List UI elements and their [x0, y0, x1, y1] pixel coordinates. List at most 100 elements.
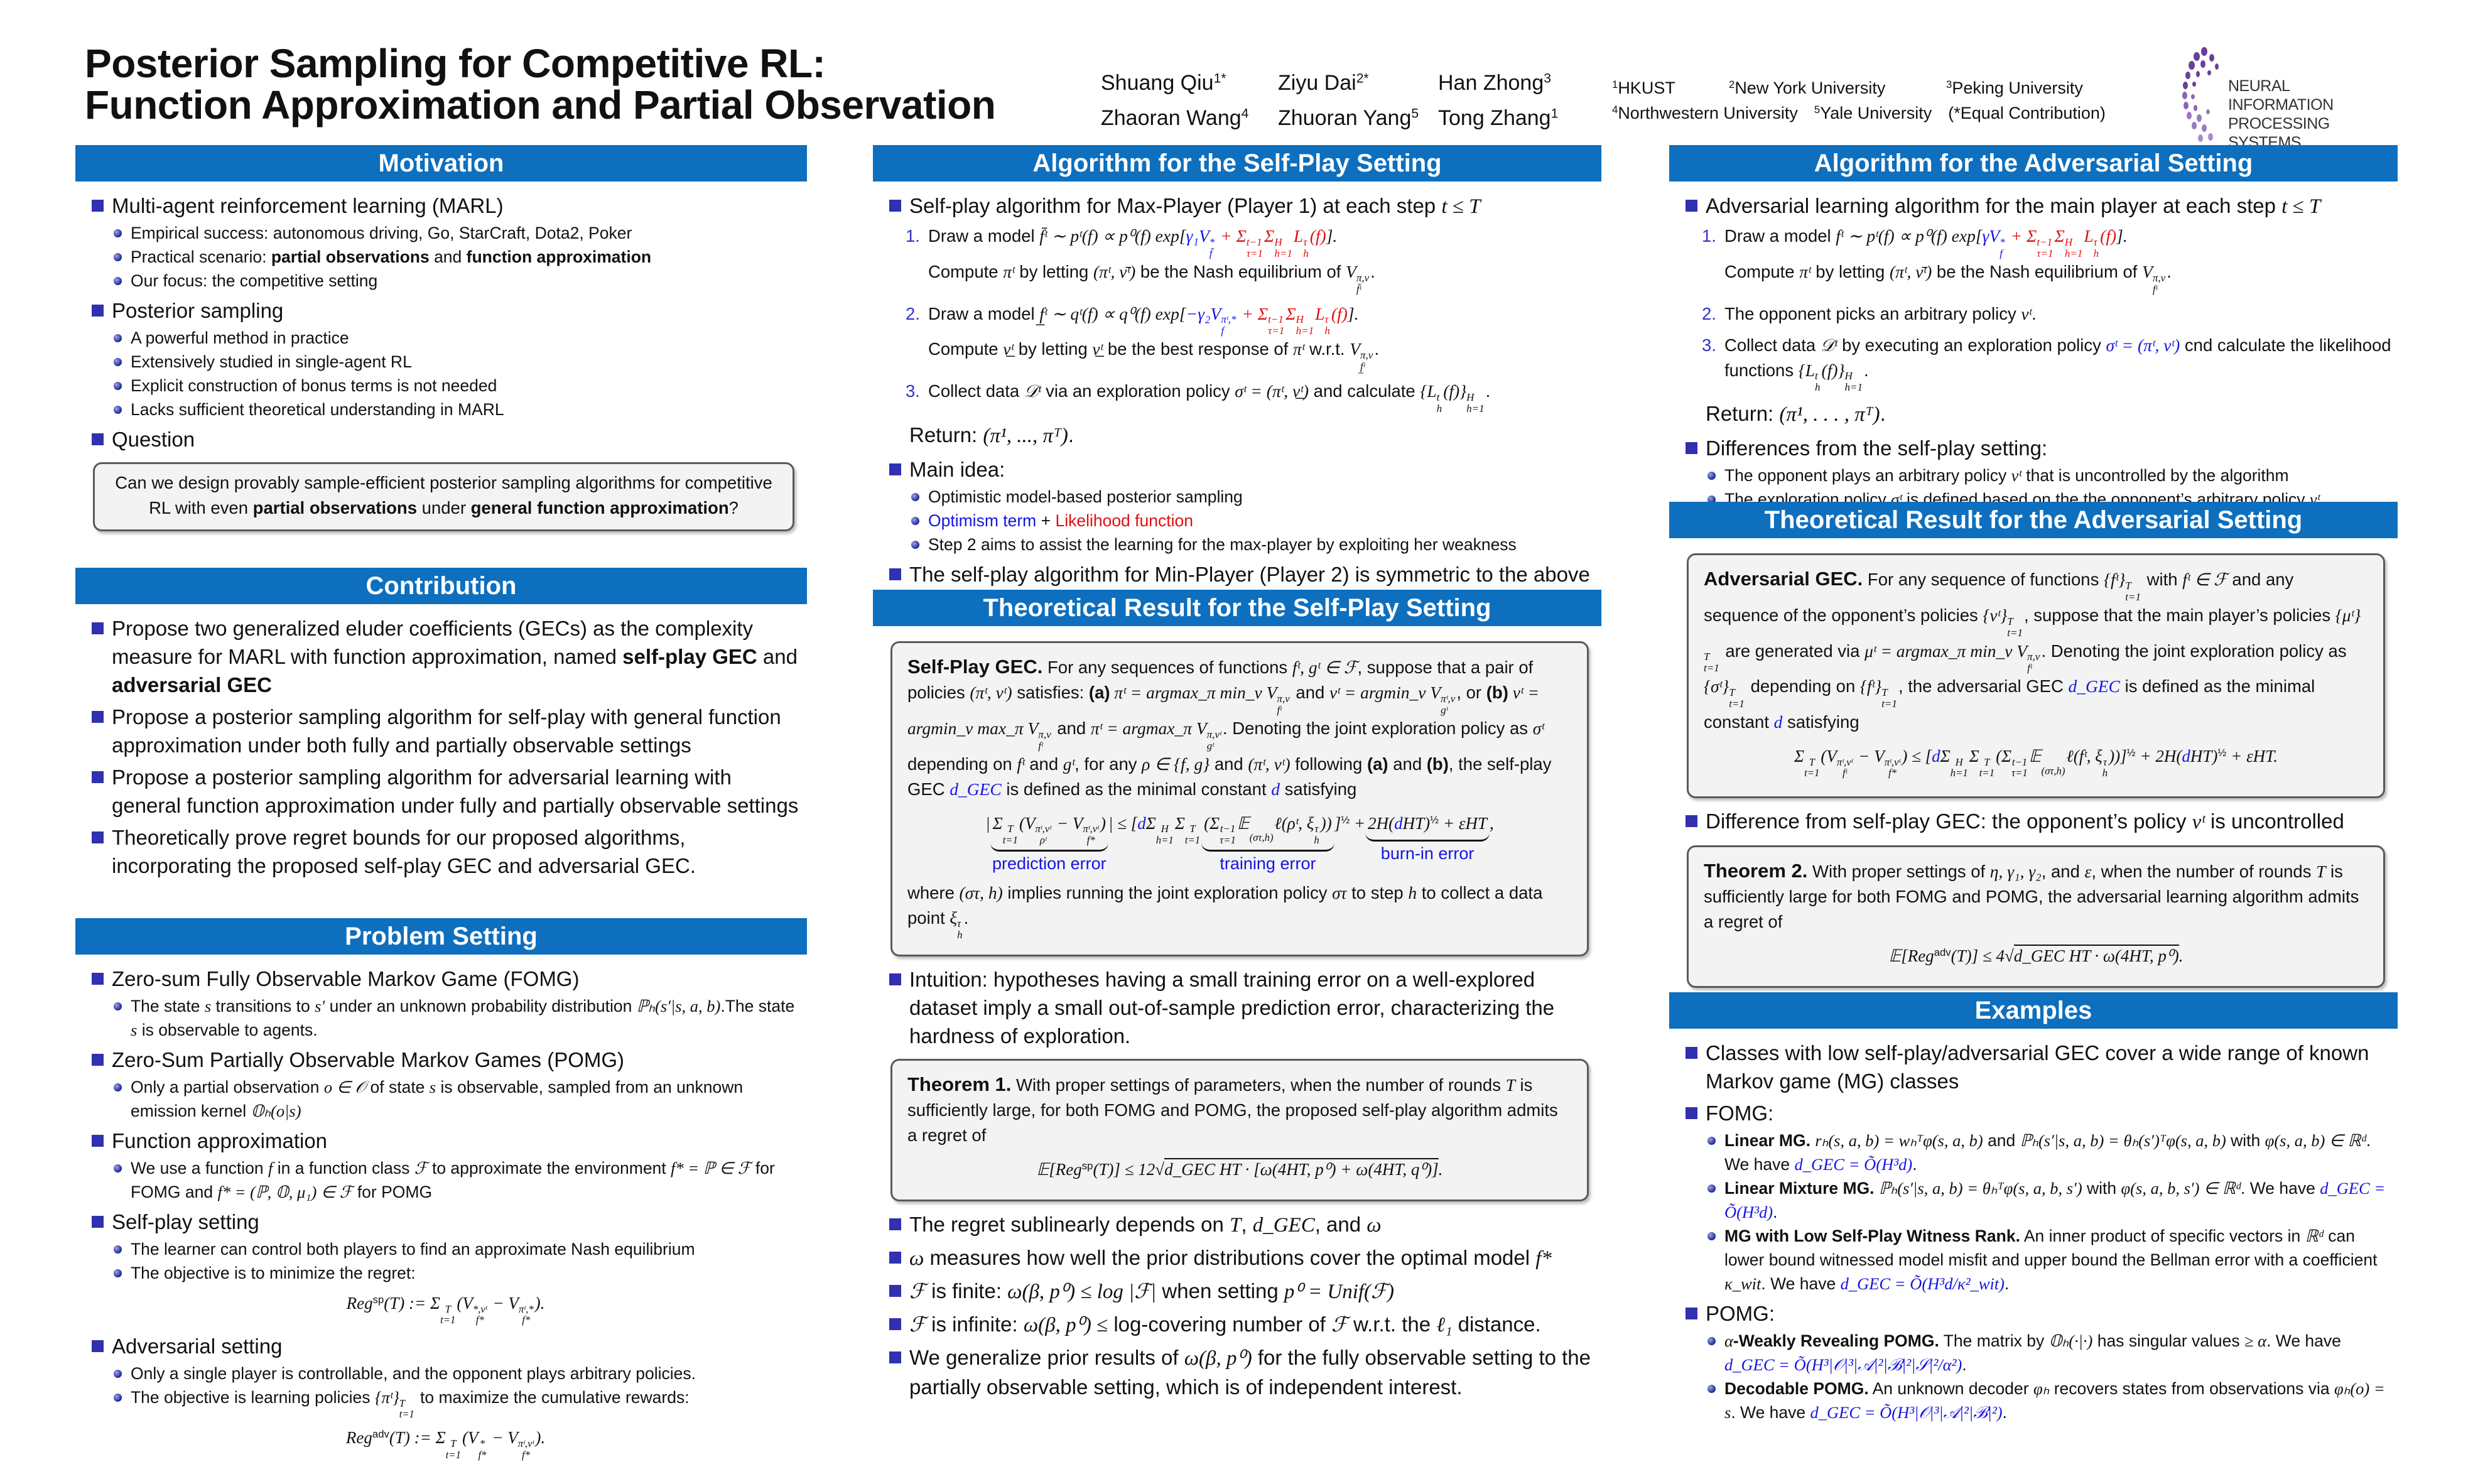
math: d_GEC HT · [ω(4HT, p⁰) + ω(4HT, q⁰)] — [1164, 1158, 1439, 1179]
text-segment: .The state — [720, 997, 795, 1016]
bullet-item: Zero-sum Fully Observable Markov Game (F… — [90, 965, 801, 1042]
superscript: * — [1209, 236, 1215, 248]
section-header: Algorithm for the Self-Play Setting — [873, 145, 1601, 181]
text-segment: by letting — [1810, 261, 1890, 281]
bullet-item: Posterior sampling A powerful method in p… — [90, 296, 801, 421]
text-segment: . — [2002, 1403, 2007, 1422]
text-segment: . — [2167, 261, 2172, 281]
math: rₕ(s, a, b) = wₕᵀφ(s, a, b) — [1815, 1131, 1983, 1150]
math-script: * f — [2000, 237, 2005, 259]
math: γ₁V — [1186, 226, 1209, 246]
math: (V — [457, 1294, 473, 1313]
math-script: t−1 τ=1 — [1268, 314, 1284, 337]
section-header: Theoretical Result for the Self-Play Set… — [873, 590, 1601, 626]
subscript: t=1 — [440, 1314, 456, 1326]
text-segment: The state — [131, 997, 205, 1016]
sub-bullet-item: MG with Low Self-Play Witness Rank. An i… — [1706, 1224, 2391, 1296]
superscript: H — [1466, 391, 1475, 404]
subscript: h — [2102, 767, 2108, 779]
author: Zhaoran Wang4 — [1101, 106, 1249, 130]
subscript: τ=1 — [1246, 247, 1264, 259]
bullet-item: Self-play setting The learner can control… — [90, 1208, 801, 1285]
text-segment: , when the number of rounds — [2091, 862, 2317, 882]
text-segment: . — [2032, 303, 2037, 323]
math: − V — [488, 1294, 519, 1313]
subscript: h — [1324, 325, 1330, 337]
equation: 𝔼[Regadv(T)] ≤ 4√d_GEC HT · ω(4HT, p⁰). — [1704, 943, 2368, 968]
bullet-item: Propose two generalized eluder coefficie… — [90, 614, 801, 699]
box-paragraph: Theorem 1. With proper settings of param… — [907, 1072, 1572, 1148]
affiliation: 1HKUST — [1612, 78, 1675, 97]
text-segment: following — [1290, 754, 1367, 774]
text-segment: With proper settings of — [1807, 862, 1990, 882]
math: d_GEC = Õ(H³d/κ²_wit) — [1840, 1274, 2005, 1293]
math: s — [131, 1021, 138, 1039]
math-script: πᵗ,* f — [1221, 314, 1236, 337]
bullet-list: Zero-sum Fully Observable Markov Game (F… — [90, 965, 801, 1285]
math: (V — [1821, 747, 1837, 766]
math: + 2H( — [2135, 747, 2182, 766]
subscript: (στ,h) — [1249, 831, 1274, 844]
section-problem-setting: Problem Setting Zero-sum Fully Observabl… — [75, 918, 807, 1466]
math: + Σ — [2006, 226, 2037, 246]
math: V — [2142, 261, 2153, 281]
text-segment: . Denoting the joint exploration policy … — [1222, 718, 1533, 738]
step-number: 2. — [1702, 303, 1716, 323]
math-script: πᵗ,* f* — [519, 1304, 534, 1326]
superscript: H — [1274, 236, 1282, 248]
math: 𝕆ₕ(·|·) — [2048, 1331, 2093, 1350]
sub-bullet-item: Linear Mixture MG. ℙₕ(s′|s, a, b) = θₕᵀφ… — [1706, 1176, 2391, 1224]
subscript: τ=1 — [1220, 833, 1236, 846]
bullet-item: Difference from self-play GEC: the oppon… — [1684, 807, 2391, 837]
bold-term: general function approximation — [470, 498, 729, 517]
superscript: πᵗ,ν — [1441, 692, 1456, 705]
math: ))] — [2109, 747, 2127, 766]
math: {fᵗ} — [1859, 676, 1882, 696]
text-segment: with — [2082, 1179, 2121, 1198]
text-segment: , — [1241, 1213, 1253, 1237]
neurips-logo: NEURAL INFORMATION PROCESSING SYSTEMS — [2179, 45, 2399, 151]
math: (Σ — [1204, 813, 1220, 833]
text-segment: adv — [1934, 946, 1951, 958]
text-segment: for FOMG and — [131, 1159, 775, 1201]
superscript: T — [1984, 756, 1990, 768]
equation-term: 𝔼[Regadv(T)] ≤ 4√d_GEC HT · ω(4HT, p⁰). — [1889, 943, 2183, 968]
math: d — [1773, 712, 1783, 732]
text-segment: measures how well the prior distribution… — [924, 1246, 1536, 1270]
math: {fᵗ} — [2104, 570, 2126, 589]
math: d_GEC — [2068, 676, 2120, 696]
math: d — [1271, 779, 1280, 799]
bold-term: Theorem 2. — [1704, 860, 1808, 882]
text-segment: by letting — [1014, 261, 1093, 281]
subscript: h=1 — [1155, 833, 1174, 846]
subscript: h — [957, 929, 963, 941]
subscript: t=1 — [2125, 590, 2141, 603]
text-segment: can lower bound witnessed model misfit a… — [1724, 1227, 2378, 1269]
text-segment: and calculate — [1309, 381, 1420, 401]
equation-term: 2H(dHT)½ + εHT — [1365, 811, 1490, 842]
text-segment: FOMG: — [1706, 1102, 1774, 1125]
sub-bullet-item: The objective is learning policies {πᵗ} T… — [112, 1385, 801, 1419]
bullet-item: Adversarial setting Only a single player … — [90, 1332, 801, 1419]
text-segment: . — [1485, 381, 1491, 401]
superscript: T — [2125, 579, 2131, 592]
text-segment: w.r.t. the — [1347, 1313, 1437, 1336]
math-script: πᵗ,νᵗ f* — [1885, 757, 1901, 779]
text-segment: Lacks sufficient theoretical understandi… — [131, 400, 504, 419]
step-line: Compute πᵗ by letting (πᵗ, ν̄ᵗ) be the N… — [1724, 259, 2391, 295]
text-segment: Explicit construction of bonus terms is … — [131, 376, 497, 395]
math: (στ, h) — [959, 882, 1003, 902]
math: (f)} — [1443, 381, 1467, 401]
math: κ_wit — [1724, 1274, 1761, 1293]
text-segment: where — [907, 882, 960, 902]
math: ℙₕ(s′|s, a, b) = θₕᵀφ(s, a, b, s′) — [1878, 1179, 2082, 1198]
subscript: f — [2000, 247, 2003, 259]
text-segment: to step — [1346, 882, 1409, 902]
